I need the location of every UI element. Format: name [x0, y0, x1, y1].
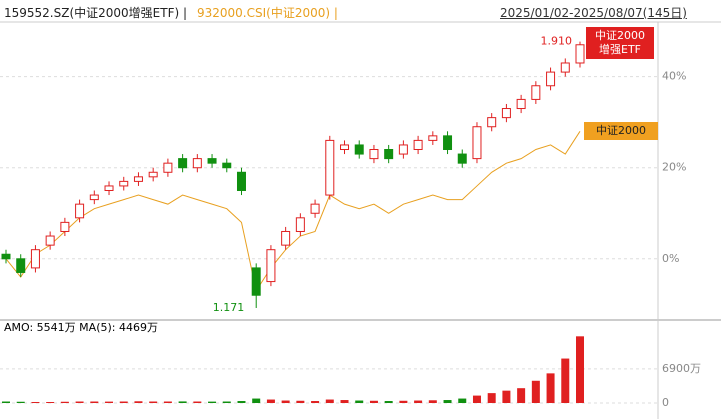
candle-body — [443, 135, 453, 151]
volume-header: AMO: 5541万 MA(5): 4469万 — [4, 321, 158, 334]
volume-bar — [472, 395, 481, 403]
volume-bar — [311, 401, 320, 403]
volume-bar — [193, 401, 202, 403]
candle-body — [192, 158, 202, 169]
volume-bar — [266, 399, 275, 403]
low-label: 1.171 — [213, 301, 245, 314]
y-tick-label: 40% — [662, 70, 686, 83]
candle-body — [546, 71, 556, 87]
candle-body — [45, 235, 55, 246]
volume-bar — [458, 398, 467, 403]
volume-bar — [531, 380, 540, 403]
index-label: 932000.CSI(中证2000) | — [197, 6, 338, 20]
candle-body — [369, 149, 379, 160]
volume-bar — [222, 401, 231, 403]
candle-body — [354, 144, 364, 155]
candle-body — [236, 171, 246, 191]
volume-bar — [340, 400, 349, 403]
date-range[interactable]: 2025/01/02-2025/08/07(145日) — [500, 6, 687, 20]
volume-bar — [16, 401, 25, 403]
volume-bar — [546, 373, 555, 403]
candle-body — [398, 144, 408, 155]
volume-bar — [252, 398, 261, 403]
volume-bar — [178, 401, 187, 403]
candle-body — [16, 258, 26, 273]
volume-bar — [163, 401, 172, 403]
volume-bar — [119, 401, 128, 403]
candle-body — [266, 249, 276, 283]
index-line — [5, 131, 581, 292]
candle-body — [251, 267, 261, 296]
volume-bar — [443, 400, 452, 403]
candle-body — [133, 176, 143, 182]
volume-bar — [237, 401, 246, 403]
candle-body — [560, 62, 570, 73]
volume-bar — [502, 390, 511, 403]
volume-bar — [561, 358, 570, 403]
candle-body — [384, 149, 394, 160]
candle-body — [207, 158, 217, 164]
volume-bar — [208, 401, 217, 403]
volume-bar — [2, 401, 10, 403]
y-tick-label: 6900万 — [662, 362, 701, 375]
candle-body — [516, 98, 526, 110]
y-tick-label: 0% — [662, 252, 679, 265]
y-tick-label: 0 — [662, 396, 669, 409]
volume-bar — [369, 400, 378, 403]
candle-body — [457, 153, 467, 164]
candle-body — [295, 217, 305, 232]
candle-body — [281, 230, 291, 246]
candle-body — [325, 139, 335, 196]
volume-bar — [428, 400, 437, 403]
volume-bar — [355, 400, 364, 403]
series-tag: 中证2000 — [584, 122, 658, 141]
volume-bar — [149, 401, 158, 403]
volume-bar — [134, 401, 143, 403]
candle-body — [104, 185, 114, 191]
candle-body — [89, 194, 99, 201]
volume-bar — [399, 400, 408, 403]
etf-label: 159552.SZ(中证2000增强ETF) | — [4, 6, 188, 20]
volume-bar — [60, 401, 69, 403]
candle-body — [222, 162, 232, 169]
candle-body — [487, 117, 497, 128]
series-tag: 中证2000增强ETF — [586, 26, 654, 59]
high-label: 1.910 — [541, 35, 573, 48]
candle-body — [75, 203, 85, 219]
candle-body — [575, 44, 585, 64]
volume-bar — [90, 401, 99, 403]
candle-body — [163, 162, 173, 173]
volume-bar — [384, 401, 393, 403]
volume-bar — [105, 401, 114, 403]
volume-bar — [414, 400, 423, 403]
volume-bar — [576, 336, 584, 403]
candle-body — [340, 144, 350, 151]
candle-body — [413, 139, 423, 151]
volume-bar — [31, 402, 40, 403]
volume-bar — [487, 393, 496, 403]
candle-body — [428, 135, 438, 141]
volume-bar — [325, 399, 334, 403]
y-tick-label: 20% — [662, 161, 686, 174]
volume-bar — [517, 388, 526, 403]
candle-body — [310, 203, 320, 214]
volume-bar — [281, 400, 290, 403]
candle-body — [531, 85, 541, 100]
candle-body — [119, 180, 129, 187]
volume-bar — [296, 400, 305, 403]
volume-bar — [75, 401, 84, 403]
candle-body — [178, 158, 188, 169]
candle-body — [30, 249, 40, 269]
candle-body — [501, 108, 511, 119]
candle-body — [1, 253, 11, 260]
candle-body — [60, 221, 70, 232]
candle-body — [472, 126, 482, 160]
candle-body — [148, 171, 158, 178]
volume-bar — [46, 402, 55, 403]
